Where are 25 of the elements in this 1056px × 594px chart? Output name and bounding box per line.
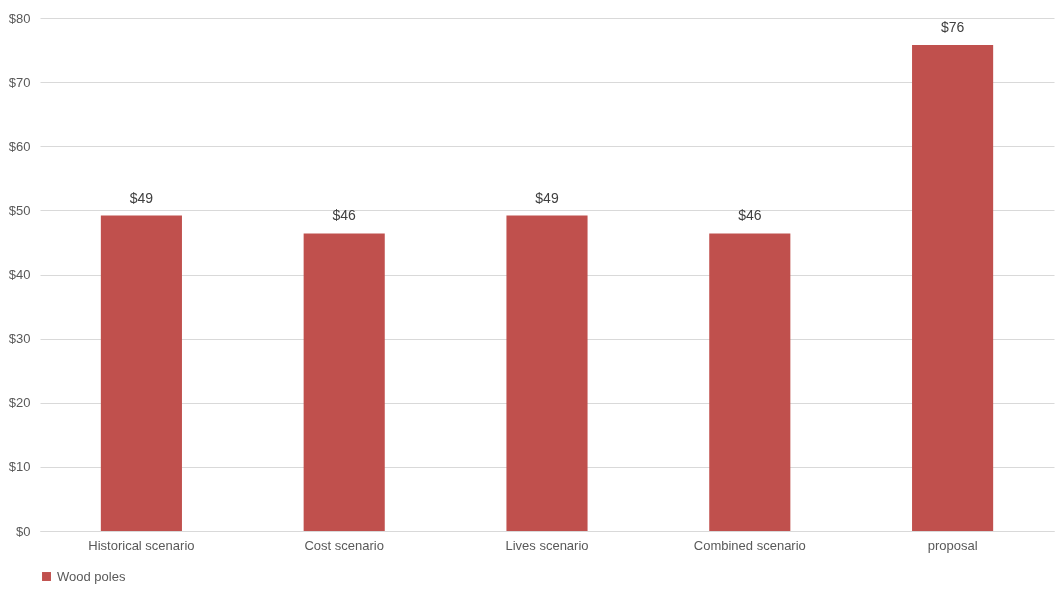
x-tick-label: Historical scenario xyxy=(88,537,195,553)
bar xyxy=(506,215,588,531)
x-tick-label: proposal xyxy=(927,537,978,553)
bar xyxy=(912,44,994,531)
y-tick-label: $20 xyxy=(8,395,31,411)
y-tick-label: $40 xyxy=(8,267,31,282)
data-label: $49 xyxy=(129,189,154,206)
y-tick-label: $10 xyxy=(8,459,31,475)
data-label: $46 xyxy=(332,207,357,224)
y-tick-label: $50 xyxy=(8,202,31,218)
bar xyxy=(709,233,791,531)
y-tick-label: $60 xyxy=(8,138,31,154)
y-tick-label: $80 xyxy=(8,10,31,26)
data-label: $49 xyxy=(535,189,559,206)
x-tick-label: Lives scenario xyxy=(505,537,589,553)
data-label: $46 xyxy=(738,207,762,224)
y-tick-label: $70 xyxy=(8,74,31,90)
bar xyxy=(100,215,182,531)
bar xyxy=(303,233,385,531)
y-tick-label: $30 xyxy=(8,331,31,347)
y-tick-label: $0 xyxy=(16,523,31,539)
legend-label: Wood poles xyxy=(57,568,126,584)
x-tick-label: Cost scenario xyxy=(304,537,384,553)
x-tick-label: Combined scenario xyxy=(693,537,806,553)
data-label: $76 xyxy=(940,18,965,35)
